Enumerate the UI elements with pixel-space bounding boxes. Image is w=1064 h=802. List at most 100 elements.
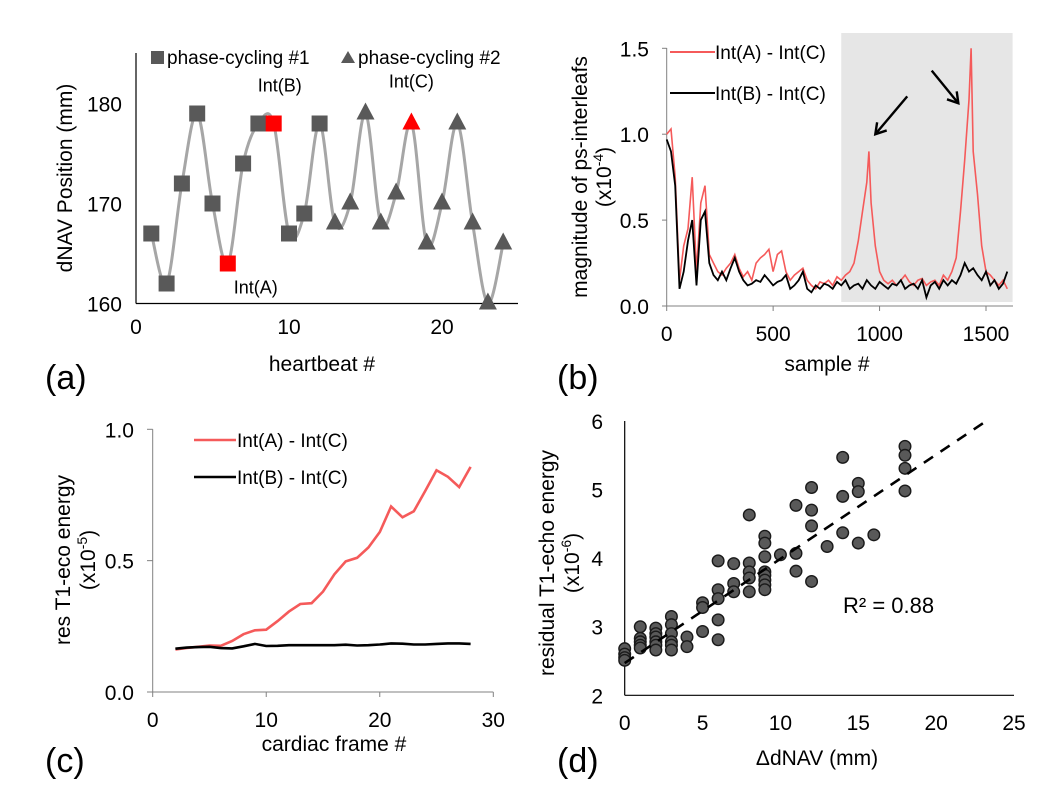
x-tick-label: 5: [697, 712, 709, 735]
panel-b-x-axis-title: sample #: [784, 353, 870, 376]
x-tick-label: 0: [147, 709, 159, 732]
scatter-point: [898, 461, 912, 475]
scatter-point: [805, 574, 819, 588]
triangle-marker: [341, 192, 360, 210]
y-tick-label: 0.0: [620, 296, 649, 319]
panel-a-x-tick-labels: 0 10 20: [130, 316, 454, 339]
scatter-point: [711, 554, 725, 568]
x-tick-label: 0: [661, 323, 673, 346]
scatter-point: [851, 485, 865, 499]
y-tick-label: 6: [591, 411, 603, 434]
arrowhead-icon: [946, 91, 960, 106]
panel-a-y-tick-labels: 160 170 180: [87, 94, 122, 317]
panel-d-trendline: [623, 421, 986, 665]
square-marker: [235, 155, 252, 172]
panel-d-label: (d): [557, 742, 599, 780]
legend-label-phase-cycling-1: phase-cycling #1: [167, 48, 310, 69]
scatter-point: [727, 557, 741, 571]
arrow-icon: [930, 69, 960, 105]
scatter-point: [711, 613, 725, 627]
panel-a: 160 170 180 0 10 20 Int(A) Int(B) Int(C) phase…: [45, 48, 518, 397]
scatter-point: [664, 643, 678, 657]
panel-d-x-axis-title: ΔdNAV (mm): [756, 747, 878, 770]
panel-d-r-squared: R² = 0.88: [843, 593, 934, 618]
triangle-marker: [433, 192, 451, 210]
triangle-marker: [387, 182, 406, 200]
highlight-square-marker: [265, 115, 282, 132]
legend-label-int-a-minus-int-c: Int(A) - Int(C): [715, 43, 826, 64]
scatter-point: [633, 641, 647, 655]
panel-b-arrows: [873, 69, 960, 136]
y-tick-label: 0.5: [620, 210, 649, 233]
y-tick-label: 5: [591, 480, 603, 503]
triangle-marker: [371, 212, 390, 230]
panel-d-y-tick-labels: 2 3 4 5 6: [591, 411, 603, 708]
highlight-triangle-marker: [402, 112, 421, 130]
scatter-point: [649, 643, 663, 657]
panel-b-label: (b): [557, 359, 599, 397]
x-tick-label: 1500: [963, 323, 1010, 346]
highlight-label: Int(C): [389, 72, 434, 92]
panel-d-y-axis-title: residual T1-echo energy: [536, 449, 559, 676]
legend-label-int-a-minus-int-c: Int(A) - Int(C): [237, 431, 348, 452]
scatter-point: [836, 526, 850, 540]
scatter-point: [633, 620, 647, 634]
unit-base: (x10: [561, 552, 584, 593]
x-tick-label: 0: [130, 316, 142, 339]
scatter-point: [758, 583, 772, 597]
panel-c-y-ticks: 0.0 0.5 1.0: [105, 419, 153, 705]
x-tick-label: 10: [277, 316, 300, 339]
panel-a-markers: [143, 102, 513, 310]
triangle-marker: [448, 112, 467, 130]
scatter-point: [851, 536, 865, 550]
x-tick-label: 10: [255, 709, 278, 732]
panel-c: 0.0 0.5 1.0 0 10 20 30 Int(A) - Int(C) Int(B)…: [45, 419, 505, 780]
triangle-marker: [478, 292, 497, 310]
triangle-marker: [494, 232, 513, 250]
panel-d-x-tick-labels: 0 5 10 15 20 25: [619, 712, 1026, 735]
triangle-marker: [356, 102, 375, 120]
highlight-square-marker: [219, 255, 236, 272]
legend-triangle-icon: [341, 51, 355, 63]
scatter-point: [836, 450, 850, 464]
panel-d: 2 3 4 5 6 0 5 10 15 20 25 R² = 0.88 residual T1-e…: [536, 411, 1026, 780]
legend-label-int-b-minus-int-c: Int(B) - Int(C): [237, 468, 348, 489]
panel-a-highlight-labels: Int(A) Int(B) Int(C): [234, 72, 434, 298]
y-tick-label: 0.0: [105, 682, 134, 705]
scatter-point: [711, 633, 725, 647]
y-tick-label: 4: [591, 548, 603, 571]
x-tick-label: 500: [756, 323, 791, 346]
scatter-point: [742, 585, 756, 599]
x-tick-label: 0: [619, 712, 631, 735]
legend-label-int-b-minus-int-c: Int(B) - Int(C): [715, 84, 826, 105]
panel-c-x-ticks: 0 10 20 30: [147, 692, 505, 732]
scatter-point: [696, 625, 710, 639]
scatter-point: [696, 601, 710, 615]
scatter-point: [742, 508, 756, 522]
panel-b-x-ticks: 0 500 1000 1500: [661, 306, 1010, 346]
panel-a-label: (a): [45, 359, 87, 397]
x-tick-label: 10: [769, 712, 792, 735]
panel-d-y-axis-unit: (x10-6): [558, 533, 584, 593]
x-tick-label: 30: [482, 709, 505, 732]
scatter-point: [789, 564, 803, 578]
triangle-marker: [463, 212, 482, 230]
arrowhead-icon: [873, 122, 888, 136]
panel-a-x-axis-title: heartbeat #: [269, 353, 376, 376]
highlight-label: Int(B): [258, 76, 302, 96]
y-tick-label: 170: [87, 194, 122, 217]
unit-close: ): [77, 530, 100, 537]
x-tick-label: 20: [924, 712, 947, 735]
legend-square-icon: [151, 51, 164, 64]
x-tick-label: 15: [847, 712, 870, 735]
panel-b-y-ticks: 0.0 0.5 1.0 1.5: [620, 38, 667, 319]
triangle-marker: [417, 232, 436, 250]
scatter-point: [820, 539, 834, 553]
scatter-point: [805, 503, 819, 517]
square-marker: [204, 195, 221, 212]
square-marker: [143, 225, 160, 242]
panel-b-y-axis-title: magnitude of ps-interleafs: [569, 56, 592, 298]
square-marker: [158, 275, 175, 292]
panel-b-shaded-region: [841, 33, 1013, 302]
square-marker: [296, 205, 313, 222]
